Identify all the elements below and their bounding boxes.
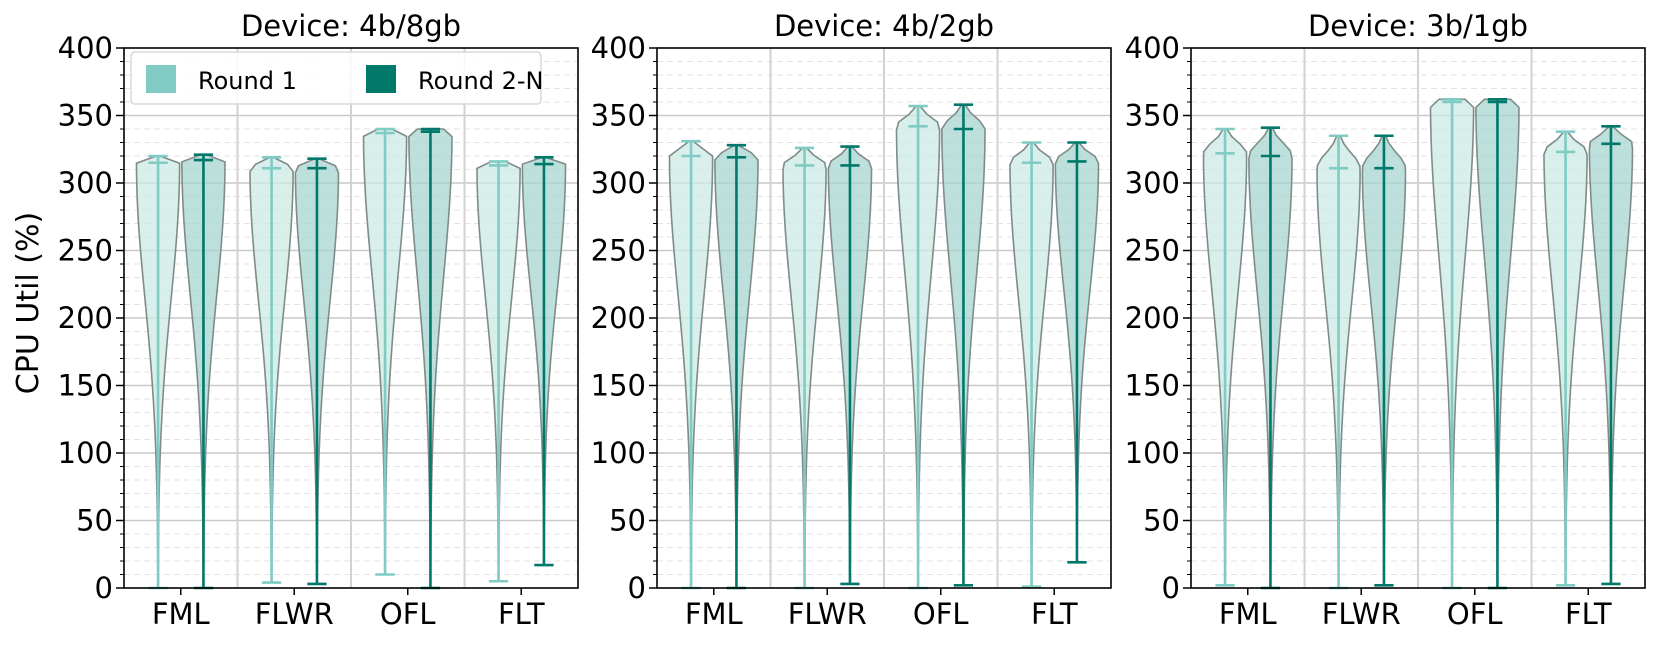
x-tick-label: FLT [1031, 597, 1078, 631]
y-tick-label: 300 [591, 166, 646, 200]
plot-frame [656, 47, 1112, 589]
panel-title: Device: 4b/2gb [774, 9, 994, 43]
y-tick-label: 300 [1125, 166, 1180, 200]
legend-label-round1: Round 1 [198, 67, 297, 95]
y-tick-label: 400 [591, 31, 646, 65]
x-tick-label: FLWR [1322, 597, 1401, 631]
y-tick-label: 400 [58, 31, 113, 65]
y-tick-label: 50 [609, 504, 646, 538]
y-tick-label: 350 [1125, 99, 1180, 133]
y-tick-label: 0 [1162, 571, 1180, 605]
x-tick-label: OFL [380, 597, 436, 631]
y-tick-label: 200 [591, 301, 646, 335]
y-tick-label: 150 [58, 369, 113, 403]
x-tick-label: FLWR [255, 597, 334, 631]
x-tick-label: FML [685, 597, 743, 631]
y-tick-label: 200 [58, 301, 113, 335]
y-tick-label: 250 [591, 234, 646, 268]
x-tick-label: FLWR [788, 597, 867, 631]
y-axis-label: CPU Util (%) [11, 212, 46, 394]
y-tick-label: 150 [1125, 369, 1180, 403]
plot-frame [123, 47, 579, 589]
x-tick-label: FLT [1565, 597, 1612, 631]
legend-label-round2: Round 2-N [418, 67, 543, 95]
plot-frame [1190, 47, 1646, 589]
y-tick-label: 0 [95, 571, 113, 605]
y-tick-label: 150 [591, 369, 646, 403]
legend-swatch-round1 [146, 65, 176, 93]
x-tick-label: FLT [498, 597, 545, 631]
y-tick-label: 400 [1125, 31, 1180, 65]
chart-panel: FML FLWR OFL FLT 0 50 100 150 200 250 300 350 400 Dev… [1125, 9, 1646, 631]
y-tick-label: 250 [58, 234, 113, 268]
y-tick-label: 350 [591, 99, 646, 133]
legend-swatch-round2 [366, 65, 396, 93]
x-tick-label: FML [152, 597, 210, 631]
panels: FML FLWR OFL FLT 0 50 100 150 200 250 300 350 400 Dev… [58, 9, 1646, 631]
x-tick-label: FML [1219, 597, 1277, 631]
y-tick-label: 100 [58, 436, 113, 470]
y-tick-label: 300 [58, 166, 113, 200]
y-tick-label: 0 [628, 571, 646, 605]
x-tick-label: OFL [913, 597, 969, 631]
y-tick-label: 50 [1143, 504, 1180, 538]
y-tick-label: 200 [1125, 301, 1180, 335]
y-tick-label: 100 [1125, 436, 1180, 470]
legend-box [130, 51, 542, 105]
chart-panel: FML FLWR OFL FLT 0 50 100 150 200 250 300 350 400 Dev… [591, 9, 1112, 631]
x-tick-label: OFL [1447, 597, 1503, 631]
y-tick-label: 350 [58, 99, 113, 133]
y-tick-label: 50 [76, 504, 113, 538]
panel-title: Device: 3b/1gb [1308, 9, 1528, 43]
panel-title: Device: 4b/8gb [241, 9, 461, 43]
y-tick-label: 250 [1125, 234, 1180, 268]
legend: Round 1 Round 2-N [130, 51, 543, 105]
y-tick-label: 100 [591, 436, 646, 470]
